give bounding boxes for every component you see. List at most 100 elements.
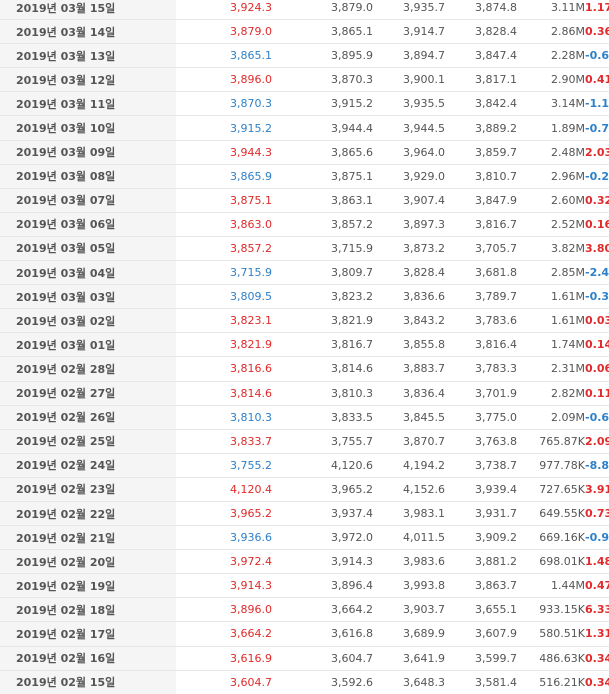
open-price-cell: 3,616.8 <box>301 621 373 647</box>
date-cell: 2019년 03월 15일 <box>0 0 176 20</box>
date-cell: 2019년 03월 04일 <box>0 260 176 285</box>
open-price-cell: 3,592.6 <box>301 669 373 694</box>
low-price-cell: 3,607.9 <box>445 621 517 647</box>
open-price-cell: 3,857.2 <box>301 211 373 237</box>
low-price-cell: 3,775.0 <box>445 404 517 430</box>
change-percent-cell: 0.34% <box>585 669 609 694</box>
open-price-cell: 3,810.3 <box>301 380 373 406</box>
close-price-cell: 3,863.0 <box>176 211 301 237</box>
open-price-cell: 3,944.4 <box>301 115 373 141</box>
volume-cell: 2.31M <box>517 356 585 381</box>
table-row: 2019년 02월 16일 3,616.9 3,604.7 3,641.9 3,599.… <box>0 645 609 671</box>
open-price-cell: 3,895.9 <box>301 43 373 68</box>
date-cell: 2019년 03월 05일 <box>0 235 176 261</box>
table-row: 2019년 03월 10일 3,915.2 3,944.4 3,944.5 3,889.… <box>0 115 609 141</box>
open-price-cell: 3,833.5 <box>301 404 373 430</box>
open-price-cell: 3,755.7 <box>301 428 373 454</box>
close-price-cell: 3,879.0 <box>176 19 301 44</box>
change-percent-cell: 3.80% <box>585 235 609 261</box>
table-row: 2019년 02월 20일 3,972.4 3,914.3 3,983.6 3,881.… <box>0 549 609 574</box>
close-price-cell: 3,810.3 <box>176 404 301 430</box>
date-cell: 2019년 03월 08일 <box>0 163 176 189</box>
high-price-cell: 3,944.5 <box>373 115 445 141</box>
volume-cell: 3.82M <box>517 235 585 261</box>
high-price-cell: 3,935.7 <box>403 1 445 15</box>
open-price-cell: 3,863.1 <box>301 187 373 213</box>
table-row: 2019년 02월 19일 3,914.3 3,896.4 3,993.8 3,863.… <box>0 573 609 598</box>
change-percent-cell: 0.41% <box>585 67 609 92</box>
table-row: 2019년 02월 21일 3,936.6 3,972.0 4,011.5 3,909.… <box>0 525 609 550</box>
low-price-cell: 3,738.7 <box>445 452 517 478</box>
open-price-cell: 3,870.3 <box>301 67 373 92</box>
date-cell: 2019년 03월 14일 <box>0 19 176 44</box>
high-price-cell: 3,900.1 <box>373 67 445 92</box>
high-price-cell: 3,914.7 <box>373 19 445 44</box>
open-price-cell: 3,915.2 <box>301 91 373 116</box>
low-price-cell: 3,783.3 <box>445 356 517 381</box>
high-price-cell: 3,855.8 <box>373 332 445 357</box>
date-cell: 2019년 02월 25일 <box>0 428 176 454</box>
date-cell: 2019년 03월 09일 <box>0 139 176 165</box>
table-row: 2019년 03월 09일 3,944.3 3,865.6 3,964.0 3,859.… <box>0 139 609 165</box>
low-price-cell: 3,581.4 <box>445 669 517 694</box>
table-row: 2019년 03월 12일 3,896.0 3,870.3 3,900.1 3,817.… <box>0 67 609 92</box>
low-price-cell: 3,874.8 <box>475 1 517 15</box>
high-price-cell: 3,935.5 <box>373 91 445 116</box>
volume-cell: 977.78K <box>517 452 585 478</box>
volume-cell: 486.63K <box>517 645 585 671</box>
close-price-cell: 3,965.2 <box>176 500 301 526</box>
change-percent-cell: 0.36% <box>585 19 609 44</box>
change-percent-cell: 1.17% <box>585 1 609 15</box>
volume-cell: 1.61M <box>517 284 585 309</box>
change-percent-cell: 0.47% <box>585 573 609 598</box>
low-price-cell: 3,816.7 <box>445 211 517 237</box>
close-price-cell: 3,944.3 <box>176 139 301 165</box>
high-price-cell: 3,894.7 <box>373 43 445 68</box>
volume-cell: 1.89M <box>517 115 585 141</box>
close-price-cell: 3,857.2 <box>176 235 301 261</box>
volume-cell: 1.44M <box>517 573 585 598</box>
change-percent-cell: 0.06% <box>585 356 609 381</box>
close-price-cell: 3,870.3 <box>176 91 301 116</box>
close-price-cell: 3,914.3 <box>176 573 301 598</box>
date-cell: 2019년 02월 23일 <box>0 476 176 502</box>
open-price-cell: 3,965.2 <box>301 476 373 502</box>
change-percent-cell: 0.14% <box>585 332 609 357</box>
date-cell: 2019년 02월 17일 <box>0 621 176 647</box>
table-row: 2019년 03월 08일 3,865.9 3,875.1 3,929.0 3,810.… <box>0 163 609 189</box>
high-price-cell: 3,993.8 <box>373 573 445 598</box>
table-row: 2019년 03월 06일 3,863.0 3,857.2 3,897.3 3,816.… <box>0 211 609 237</box>
volume-cell: 2.52M <box>517 211 585 237</box>
date-cell: 2019년 03월 06일 <box>0 211 176 237</box>
high-price-cell: 3,873.2 <box>373 235 445 261</box>
low-price-cell: 3,681.8 <box>445 260 517 285</box>
close-price-cell: 3,604.7 <box>176 669 301 694</box>
close-price-cell: 3,865.9 <box>176 163 301 189</box>
volume-cell: 669.16K <box>517 525 585 550</box>
close-price-cell: 3,865.1 <box>176 43 301 68</box>
table-row: 2019년 02월 26일 3,810.3 3,833.5 3,845.5 3,775.… <box>0 404 609 430</box>
date-cell: 2019년 03월 01일 <box>0 332 176 357</box>
low-price-cell: 3,655.1 <box>445 597 517 622</box>
volume-cell: 2.60M <box>517 187 585 213</box>
low-price-cell: 3,789.7 <box>445 284 517 309</box>
open-price-cell: 3,821.9 <box>301 308 373 333</box>
date-cell: 2019년 02월 22일 <box>0 500 176 526</box>
table-row: 2019년 02월 25일 3,833.7 3,755.7 3,870.7 3,763.… <box>0 428 609 454</box>
close-price-cell: 3,875.1 <box>176 187 301 213</box>
date-cell: 2019년 03월 10일 <box>0 115 176 141</box>
high-price-cell: 3,907.4 <box>373 187 445 213</box>
change-percent-cell: -0.61% <box>585 404 609 430</box>
table-row: 2019년 02월 17일 3,664.2 3,616.8 3,689.9 3,607.… <box>0 621 609 647</box>
table-row: 2019년 03월 02일 3,823.1 3,821.9 3,843.2 3,783.… <box>0 308 609 333</box>
change-percent-cell: 0.16% <box>585 211 609 237</box>
close-price-cell: 3,809.5 <box>176 284 301 309</box>
high-price-cell: 3,689.9 <box>373 621 445 647</box>
open-price-cell: 3,972.0 <box>301 525 373 550</box>
table-row: 2019년 02월 15일 3,604.7 3,592.6 3,648.3 3,581.… <box>0 669 609 694</box>
date-cell: 2019년 02월 28일 <box>0 356 176 381</box>
change-percent-cell: 2.03% <box>585 139 609 165</box>
close-price-cell: 3,715.9 <box>176 260 301 285</box>
volume-cell: 2.48M <box>517 139 585 165</box>
